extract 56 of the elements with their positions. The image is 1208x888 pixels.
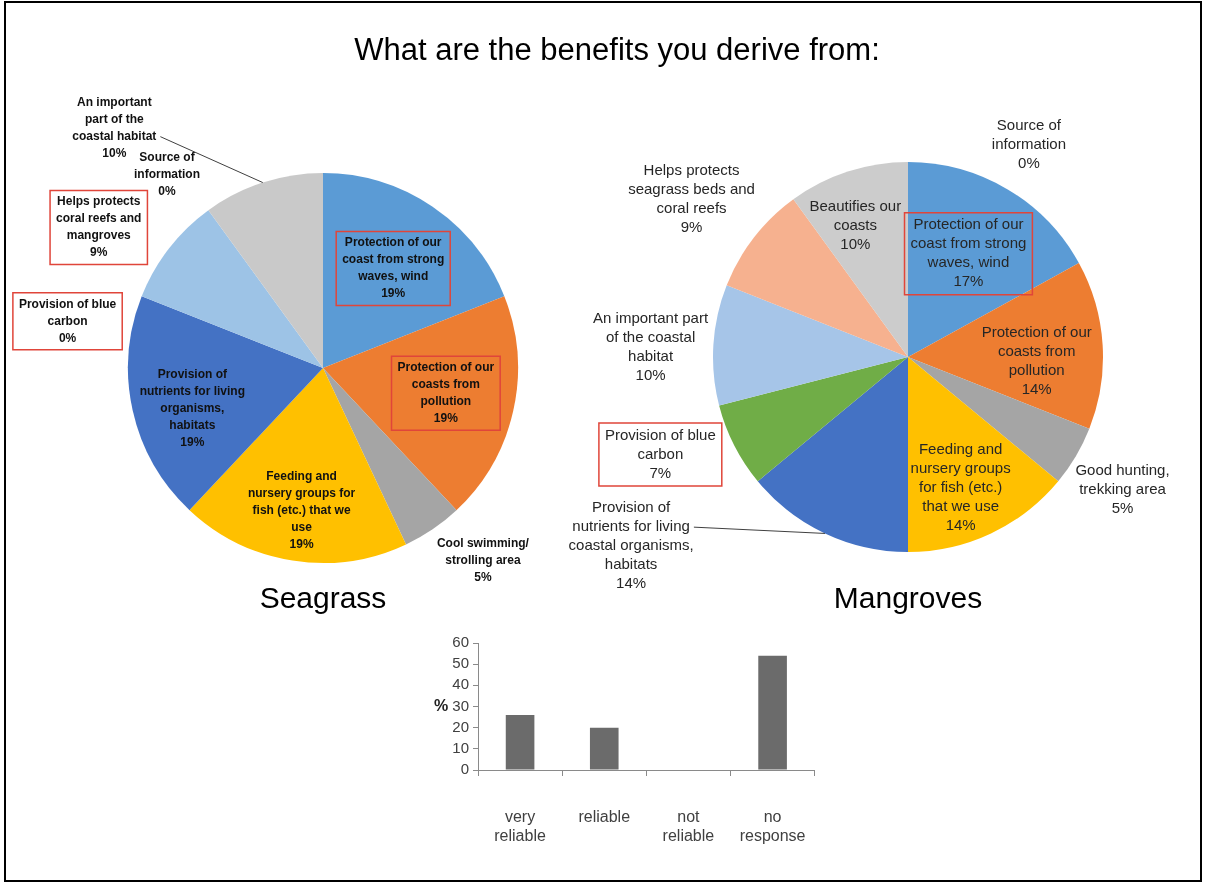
text: Mangroves [833,581,983,615]
x-tick-label: reliable [578,808,631,826]
slice-label: Protection of our coast from strong waves, wind [910,215,1027,271]
bar [758,655,787,770]
slice-label: Helps protects coral reefs and mangroves [56,194,142,243]
slice-label: Beautifies our coasts [809,197,902,234]
category-label: Source of information [134,150,200,182]
data-label: 19% [289,536,314,551]
slice-label: Feeding and nursery groups for fish (etc.) that we use [247,468,356,534]
slice-label: Feeding and nursery groups for fish (etc.) that we use [910,439,1011,514]
y-tick-label: 20 [452,717,469,735]
data-label: 19% [433,411,459,426]
slice-label: Provision of nutrients for living coastal organisms, habitats [568,498,694,573]
text: What are the benefits you derive from: [354,32,880,67]
slice-label: Protection of our coast from strong waves, wind [342,235,445,284]
y-tick-label: 30 [452,696,469,714]
data-label: 9% [680,217,703,235]
slice-label: An important part of the coastal habitat [593,308,709,364]
slice-label: Provision of blue carbon [604,425,716,462]
x-tick-label: very reliable [494,808,546,845]
bar [505,714,535,770]
slice-label: Good hunting, trekking area [1075,460,1170,497]
data-label: 10% [635,365,666,383]
slice-label: Cool swimming/ strolling area [436,536,530,568]
text: 0% [58,330,77,345]
y-tick-label: 60 [452,633,469,651]
y-tick-label: 10 [452,738,469,756]
data-label: 5% [474,570,492,585]
slice-label: Helps protects seagrass beds and coral reefs [628,160,755,216]
y-tick-label: 0 [460,760,469,778]
x-tick-label: no response [739,808,806,845]
data-label: 19% [381,286,406,301]
text: 0% [1018,153,1040,171]
category-label: Provision of blue carbon [18,296,117,328]
data-label: 7% [649,463,672,481]
data-label: 9% [90,245,108,260]
text: Seagrass [259,581,387,615]
slice-label: Protection of our coasts from pollution [397,360,495,409]
category-label: Source of information [991,115,1066,152]
slice-label: Provision of nutrients for living organisms, habitats [139,367,246,433]
data-label: 10% [102,145,127,160]
y-tick-label: 50 [452,654,469,672]
data-label: 19% [180,435,205,450]
data-label: 14% [616,574,647,592]
y-tick-label: 40 [452,675,469,693]
data-label: 10% [840,235,871,253]
data-label: 14% [945,515,976,533]
y-axis-title: % [433,696,449,714]
x-tick-label: not reliable [662,808,715,845]
bar [589,727,619,770]
data-label: 14% [1021,379,1052,397]
slice-label: An important part of the coastal habitat [72,94,157,143]
data-label: 5% [1111,498,1134,516]
text: 0% [158,184,176,199]
slice-label: Protection of our coasts from pollution [981,322,1092,378]
data-label: 17% [953,272,984,290]
